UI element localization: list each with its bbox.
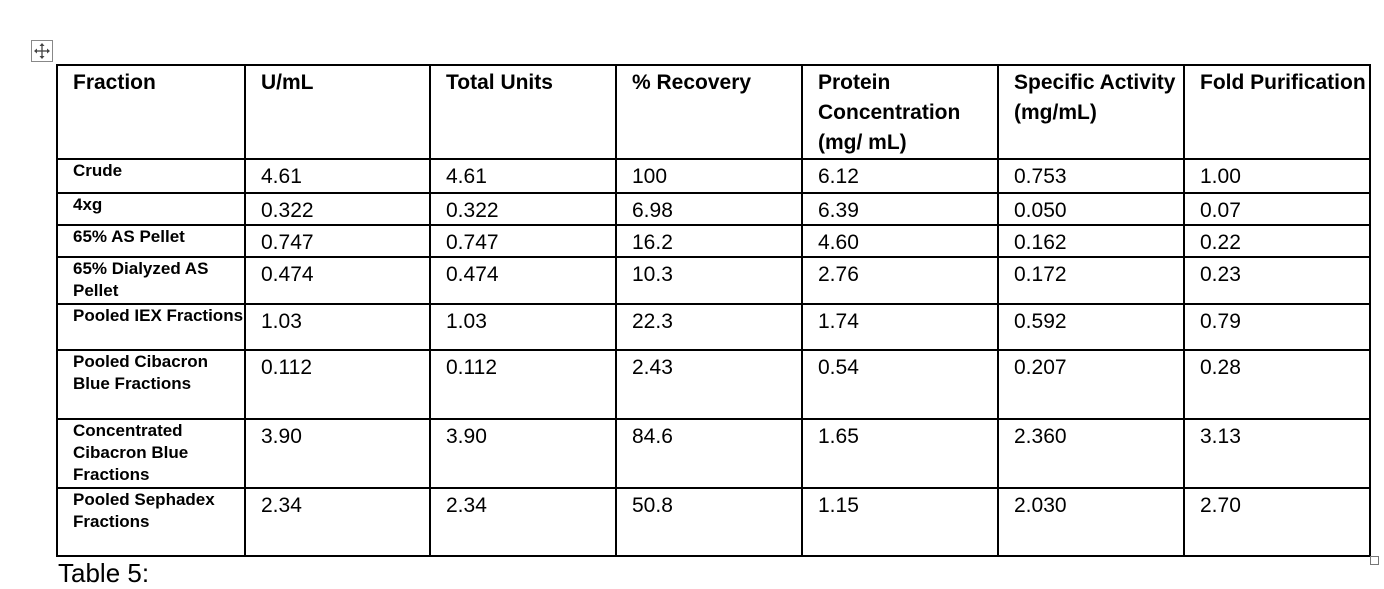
table-cell: 1.03 bbox=[429, 303, 617, 351]
table-resize-handle[interactable] bbox=[1370, 556, 1379, 565]
table-cell: 100 bbox=[615, 158, 803, 194]
table-cell: 2.43 bbox=[615, 349, 803, 420]
table-cell: 22.3 bbox=[615, 303, 803, 351]
table-cell: 16.2 bbox=[615, 224, 803, 258]
move-icon bbox=[34, 43, 50, 59]
row-label: Crude bbox=[56, 158, 246, 194]
table-cell: 3.90 bbox=[429, 418, 617, 489]
table-cell: 0.54 bbox=[801, 349, 999, 420]
header-cell: Specific Activity (mg/mL) bbox=[997, 64, 1185, 160]
table-cell: 4.61 bbox=[429, 158, 617, 194]
row-label: 65% AS Pellet bbox=[56, 224, 246, 258]
table-caption: Table 5: bbox=[58, 558, 150, 588]
row-label: Concentrated Cibacron Blue Fractions bbox=[56, 418, 246, 489]
table-row: 65% AS Pellet 0.747 0.747 16.2 4.60 0.162 0.22 bbox=[56, 224, 1371, 258]
header-cell: Fraction bbox=[56, 64, 246, 160]
row-label: 65% Dialyzed AS Pellet bbox=[56, 256, 246, 305]
table-cell: 3.90 bbox=[244, 418, 431, 489]
table-cell: 1.03 bbox=[244, 303, 431, 351]
page: Fraction U/mL Total Units% Recovery Protein… bbox=[31, 40, 1379, 588]
header-cell: Total Units bbox=[429, 64, 617, 160]
row-label: 4xg bbox=[56, 192, 246, 226]
table-cell: 0.747 bbox=[429, 224, 617, 258]
table-cell: 84.6 bbox=[615, 418, 803, 489]
table-cell: 0.162 bbox=[997, 224, 1185, 258]
table-cell: 2.34 bbox=[244, 487, 431, 557]
table-row: Pooled Sephadex Fractions 2.34 2.34 50.8 1.1… bbox=[56, 487, 1371, 557]
table-cell: 0.753 bbox=[997, 158, 1185, 194]
table-cell: 3.13 bbox=[1183, 418, 1371, 489]
header-cell: Protein Concentration (mg/ mL) bbox=[801, 64, 999, 160]
header-cell: Fold Purification bbox=[1183, 64, 1371, 160]
table-move-handle[interactable] bbox=[31, 40, 53, 62]
table-cell: 6.98 bbox=[615, 192, 803, 226]
table-cell: 0.172 bbox=[997, 256, 1185, 305]
table-cell: 0.322 bbox=[429, 192, 617, 226]
header-row: Fraction U/mL Total Units% Recovery Protein… bbox=[56, 64, 1371, 160]
table-row: Concentrated Cibacron Blue Fractions 3.90… bbox=[56, 418, 1371, 489]
table-cell: 0.28 bbox=[1183, 349, 1371, 420]
table-cell: 0.474 bbox=[429, 256, 617, 305]
table-cell: 1.15 bbox=[801, 487, 999, 557]
table-cell: 0.07 bbox=[1183, 192, 1371, 226]
table-cell: 4.60 bbox=[801, 224, 999, 258]
table-cell: 2.70 bbox=[1183, 487, 1371, 557]
table-row: Pooled IEX Fractions 1.03 1.03 22.3 1.74 0.59… bbox=[56, 303, 1371, 351]
table-row: Pooled Cibacron Blue Fractions 0.112 0.112… bbox=[56, 349, 1371, 420]
header-cell: U/mL bbox=[244, 64, 431, 160]
table-cell: 0.747 bbox=[244, 224, 431, 258]
table-row: 65% Dialyzed AS Pellet 0.474 0.474 10.3 2.76… bbox=[56, 256, 1371, 305]
table-cell: 4.61 bbox=[244, 158, 431, 194]
table-cell: 0.79 bbox=[1183, 303, 1371, 351]
table-cell: 1.00 bbox=[1183, 158, 1371, 194]
table-cell: 1.74 bbox=[801, 303, 999, 351]
table-row: Crude 4.61 4.61 100 6.12 0.753 1.00 bbox=[56, 158, 1371, 194]
table-cell: 6.39 bbox=[801, 192, 999, 226]
table-cell: 0.322 bbox=[244, 192, 431, 226]
header-cell: % Recovery bbox=[615, 64, 803, 160]
table-cell: 0.474 bbox=[244, 256, 431, 305]
row-label: Pooled Sephadex Fractions bbox=[56, 487, 246, 557]
table-cell: 6.12 bbox=[801, 158, 999, 194]
table-cell: 0.112 bbox=[244, 349, 431, 420]
table-cell: 0.23 bbox=[1183, 256, 1371, 305]
table-cell: 0.592 bbox=[997, 303, 1185, 351]
data-table: Fraction U/mL Total Units% Recovery Protein… bbox=[56, 64, 1371, 557]
table-cell: 1.65 bbox=[801, 418, 999, 489]
table-cell: 0.112 bbox=[429, 349, 617, 420]
table-cell: 2.030 bbox=[997, 487, 1185, 557]
table-cell: 2.76 bbox=[801, 256, 999, 305]
table-cell: 0.22 bbox=[1183, 224, 1371, 258]
row-label: Pooled Cibacron Blue Fractions bbox=[56, 349, 246, 420]
row-label: Pooled IEX Fractions bbox=[56, 303, 246, 351]
table-row: 4xg 0.322 0.322 6.98 6.39 0.050 0.07 bbox=[56, 192, 1371, 226]
table-cell: 0.050 bbox=[997, 192, 1185, 226]
table-cell: 50.8 bbox=[615, 487, 803, 557]
table-cell: 10.3 bbox=[615, 256, 803, 305]
table-cell: 2.360 bbox=[997, 418, 1185, 489]
table-cell: 2.34 bbox=[429, 487, 617, 557]
table-cell: 0.207 bbox=[997, 349, 1185, 420]
